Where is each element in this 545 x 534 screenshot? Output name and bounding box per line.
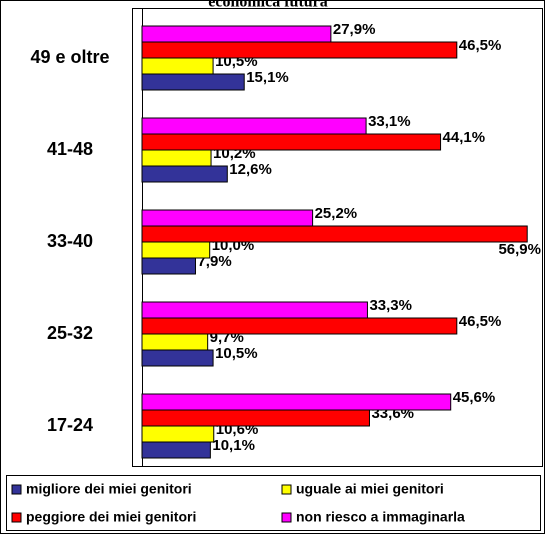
value-label: 46,5%	[459, 37, 502, 54]
bar	[141, 165, 228, 183]
chart-title: economica futura	[208, 0, 328, 11]
legend-box	[6, 475, 541, 531]
value-label: 44,1%	[443, 129, 486, 146]
value-label: 27,9%	[333, 21, 376, 38]
legend-swatch	[281, 484, 292, 495]
bar	[141, 241, 211, 259]
legend-label: non riesco a immaginarla	[296, 509, 465, 525]
value-label: 33,3%	[369, 297, 412, 314]
value-label: 12,6%	[229, 161, 272, 178]
bar	[141, 41, 458, 59]
bar	[141, 425, 215, 443]
value-label: 10,1%	[212, 437, 255, 454]
value-label: 56,9%	[498, 241, 541, 258]
bar	[141, 73, 245, 91]
bar	[141, 441, 211, 459]
plot-frame	[132, 8, 543, 467]
bar	[141, 257, 196, 275]
category-label: 25-32	[47, 323, 93, 343]
bar	[141, 333, 209, 351]
bar	[141, 149, 212, 167]
legend-swatch	[11, 512, 22, 523]
value-label: 25,2%	[315, 205, 358, 222]
category-label: 17-24	[47, 415, 93, 435]
bar	[141, 25, 332, 43]
bar	[141, 317, 458, 335]
bar	[141, 133, 442, 151]
bar	[141, 209, 314, 227]
legend-label: peggiore dei miei genitori	[26, 509, 196, 525]
value-label: 15,1%	[246, 69, 289, 86]
bar	[141, 117, 367, 135]
value-label: 46,5%	[459, 313, 502, 330]
legend-label: migliore dei miei genitori	[26, 481, 192, 497]
bar	[141, 409, 370, 427]
bar	[141, 57, 214, 75]
category-label: 33-40	[47, 231, 93, 251]
bar	[141, 349, 214, 367]
value-label: 10,5%	[215, 345, 258, 362]
bar	[141, 301, 368, 319]
legend-label: uguale ai miei genitori	[296, 481, 444, 497]
bar	[141, 225, 528, 243]
value-label: 33,1%	[368, 113, 411, 130]
legend-swatch	[281, 512, 292, 523]
category-label: 41-48	[47, 139, 93, 159]
bar	[141, 393, 452, 411]
value-label: 45,6%	[453, 389, 496, 406]
category-label: 49 e oltre	[30, 47, 109, 67]
legend-swatch	[11, 484, 22, 495]
